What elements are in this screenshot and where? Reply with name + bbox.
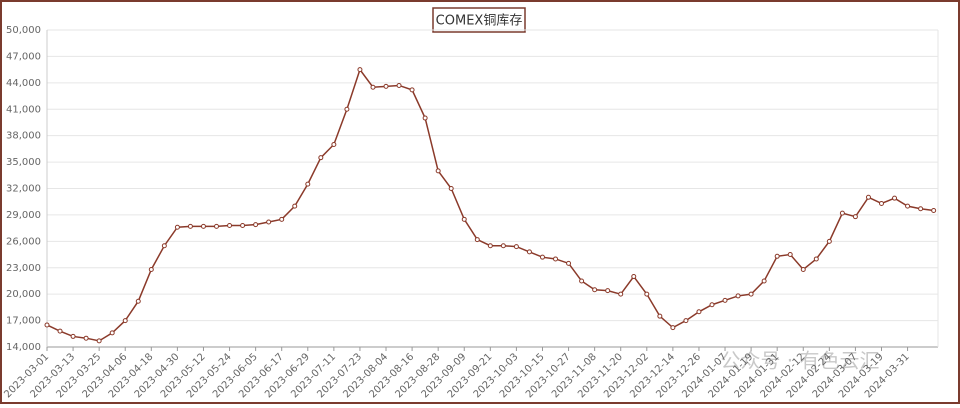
data-point: [878, 200, 884, 206]
y-tick-label: 14,000: [6, 342, 41, 353]
data-point: [83, 335, 89, 341]
y-tick-label: 41,000: [6, 104, 41, 115]
data-point: [96, 338, 102, 344]
data-point: [214, 223, 220, 229]
data-point: [748, 291, 754, 297]
data-point: [174, 224, 180, 230]
data-point: [161, 243, 167, 249]
data-point: [318, 155, 324, 161]
data-point: [57, 328, 63, 334]
data-point: [839, 210, 845, 216]
y-tick-label: 23,000: [6, 263, 41, 274]
data-point: [305, 181, 311, 187]
data-point: [905, 203, 911, 209]
data-point: [526, 249, 532, 255]
data-point: [383, 83, 389, 89]
data-point: [148, 267, 154, 273]
data-point: [592, 287, 598, 293]
y-tick-label: 17,000: [6, 316, 41, 327]
data-point: [644, 291, 650, 297]
y-tick-label: 20,000: [6, 289, 41, 300]
data-point: [618, 291, 624, 297]
data-point: [735, 293, 741, 299]
data-point: [722, 297, 728, 303]
data-point: [122, 318, 128, 324]
data-point: [513, 244, 519, 250]
data-point: [487, 243, 493, 249]
data-point: [761, 278, 767, 284]
data-point: [448, 186, 454, 191]
data-point: [370, 84, 376, 90]
title-box: [432, 7, 526, 33]
data-point: [200, 223, 206, 229]
y-tick-label: 47,000: [6, 51, 41, 62]
data-point: [70, 333, 76, 339]
y-tick-label: 26,000: [6, 236, 41, 247]
data-point: [696, 309, 702, 315]
data-point: [918, 206, 924, 212]
data-point: [422, 115, 428, 121]
data-point: [787, 252, 793, 258]
data-point: [553, 256, 559, 262]
y-tick-label: 29,000: [6, 210, 41, 221]
data-point: [931, 208, 937, 214]
data-point: [605, 288, 611, 294]
data-point: [500, 243, 506, 249]
data-point: [240, 222, 246, 228]
data-point: [657, 313, 663, 319]
data-point: [187, 223, 193, 229]
data-point: [800, 267, 806, 273]
data-point: [344, 106, 350, 112]
data-point: [826, 238, 832, 244]
data-point: [461, 216, 467, 222]
y-tick-label: 35,000: [6, 157, 41, 168]
data-point: [631, 274, 637, 280]
data-point: [357, 67, 363, 73]
data-point: [474, 237, 480, 243]
chart-title: COMEX铜库存: [436, 13, 523, 29]
data-point: [253, 222, 259, 228]
data-point: [852, 214, 858, 220]
data-point: [396, 82, 402, 88]
y-tick-label: 38,000: [6, 131, 41, 142]
data-point: [709, 302, 715, 308]
data-point: [865, 194, 871, 200]
data-point: [683, 318, 689, 324]
data-point: [279, 216, 285, 222]
data-point: [813, 256, 819, 262]
data-point: [44, 322, 50, 328]
data-point: [435, 168, 441, 174]
data-point: [539, 254, 545, 260]
data-point: [135, 298, 141, 304]
data-point: [266, 219, 272, 225]
data-point: [292, 203, 298, 209]
data-point: [331, 141, 337, 147]
data-point: [409, 87, 415, 93]
data-point: [109, 330, 115, 336]
y-tick-label: 44,000: [6, 78, 41, 89]
data-point: [579, 278, 585, 284]
y-tick-label: 32,000: [6, 184, 41, 195]
y-tick-label: 50,000: [6, 25, 41, 36]
data-point: [774, 253, 780, 259]
data-point: [670, 325, 676, 331]
data-point: [566, 260, 572, 266]
data-point: [892, 195, 898, 201]
watermark: 公众号 · 有色云汇: [720, 349, 879, 373]
data-point: [227, 222, 233, 228]
